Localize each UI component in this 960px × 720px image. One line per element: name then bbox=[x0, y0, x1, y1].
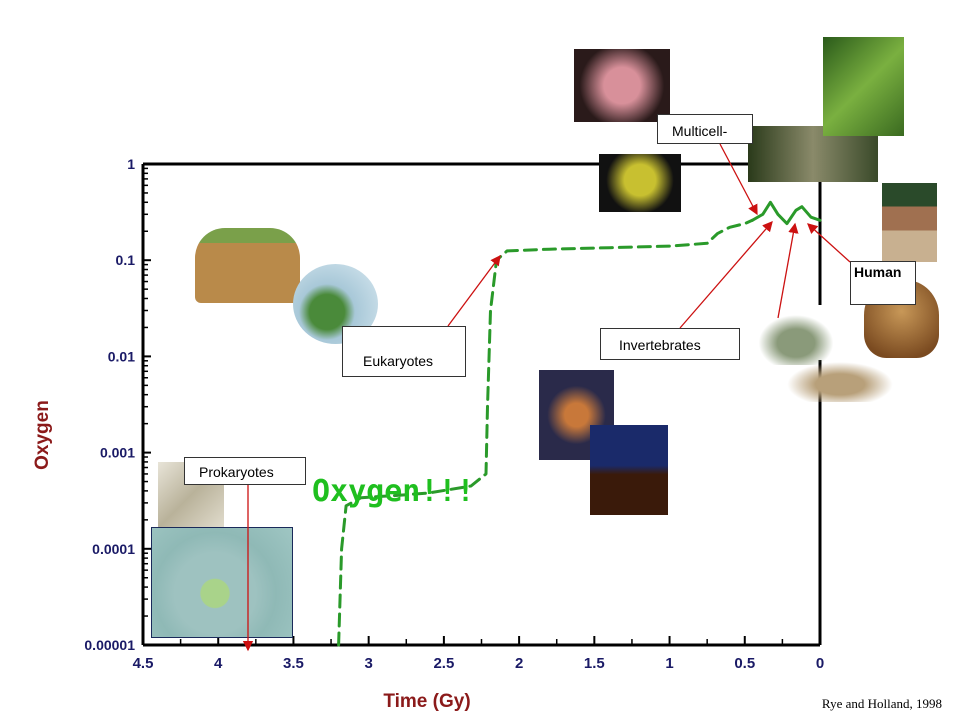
x-tick-label: 2.5 bbox=[433, 655, 454, 672]
x-tick-label: 1.5 bbox=[584, 655, 605, 672]
source-credit: Rye and Holland, 1998 bbox=[821, 696, 942, 711]
y-tick-label: 0.0001 bbox=[92, 541, 135, 557]
x-tick-label: 3 bbox=[364, 655, 372, 672]
x-tick-label: 1 bbox=[665, 655, 673, 672]
label-multicell: Multicell- bbox=[657, 114, 753, 144]
oxygen-curve-solid bbox=[750, 200, 822, 226]
dinosaur-illustration-2 bbox=[778, 358, 902, 402]
label-invertebrates: Invertebrates bbox=[600, 328, 740, 360]
label-eukaryotes: Eukaryotes bbox=[342, 326, 466, 377]
fern-photo bbox=[823, 37, 904, 136]
x-tick-label: 0 bbox=[816, 655, 824, 672]
y-tick-label: 0.01 bbox=[108, 348, 135, 364]
y-tick-label: 0.1 bbox=[116, 252, 136, 268]
human-photo bbox=[882, 183, 937, 262]
jellyfish-photo bbox=[590, 425, 668, 515]
y-tick-label: 1 bbox=[127, 156, 135, 172]
axis-ticks: 1 0.1 0.01 0.001 0.0001 0.00001 4.5 4 3.5 3 2.5 2 1.… bbox=[84, 156, 824, 672]
yellow-fungus-photo bbox=[599, 154, 681, 212]
fungus-photo bbox=[574, 49, 670, 122]
oxygen-callout: Oxygen!!! bbox=[312, 474, 475, 509]
x-tick-label: 2 bbox=[515, 655, 523, 672]
x-tick-label: 3.5 bbox=[283, 655, 304, 672]
y-axis-label: Oxygen bbox=[32, 400, 53, 470]
prokaryote-micrograph-2 bbox=[151, 527, 293, 638]
x-axis-label: Time (Gy) bbox=[383, 691, 470, 712]
x-tick-label: 4.5 bbox=[133, 655, 154, 672]
y-tick-label: 0.00001 bbox=[84, 637, 135, 653]
dinosaur-illustration-1 bbox=[752, 310, 840, 365]
stromatolite-illustration bbox=[195, 228, 300, 303]
label-human: Human bbox=[850, 261, 916, 305]
x-tick-label: 0.5 bbox=[734, 655, 755, 672]
x-tick-label: 4 bbox=[214, 655, 223, 672]
label-prokaryotes: Prokaryotes bbox=[184, 457, 306, 485]
y-tick-label: 0.001 bbox=[100, 445, 135, 461]
